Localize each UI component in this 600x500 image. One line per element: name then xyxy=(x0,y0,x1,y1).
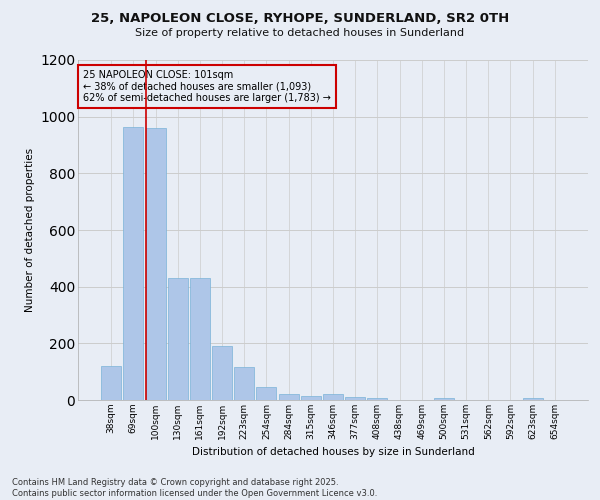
X-axis label: Distribution of detached houses by size in Sunderland: Distribution of detached houses by size … xyxy=(191,448,475,458)
Bar xyxy=(146,128,166,400)
Text: Size of property relative to detached houses in Sunderland: Size of property relative to detached ho… xyxy=(136,28,464,38)
Bar xyxy=(278,394,299,400)
Bar xyxy=(523,398,542,400)
Bar xyxy=(301,396,321,400)
Bar xyxy=(168,278,188,400)
Bar xyxy=(434,398,454,400)
Bar xyxy=(367,398,388,400)
Bar xyxy=(345,397,365,400)
Text: 25 NAPOLEON CLOSE: 101sqm
← 38% of detached houses are smaller (1,093)
62% of se: 25 NAPOLEON CLOSE: 101sqm ← 38% of detac… xyxy=(83,70,331,103)
Bar xyxy=(101,366,121,400)
Bar xyxy=(124,126,143,400)
Bar xyxy=(256,387,277,400)
Text: Contains HM Land Registry data © Crown copyright and database right 2025.
Contai: Contains HM Land Registry data © Crown c… xyxy=(12,478,377,498)
Bar xyxy=(323,394,343,400)
Text: 25, NAPOLEON CLOSE, RYHOPE, SUNDERLAND, SR2 0TH: 25, NAPOLEON CLOSE, RYHOPE, SUNDERLAND, … xyxy=(91,12,509,26)
Bar xyxy=(234,368,254,400)
Y-axis label: Number of detached properties: Number of detached properties xyxy=(25,148,35,312)
Bar xyxy=(212,346,232,400)
Bar xyxy=(190,278,210,400)
